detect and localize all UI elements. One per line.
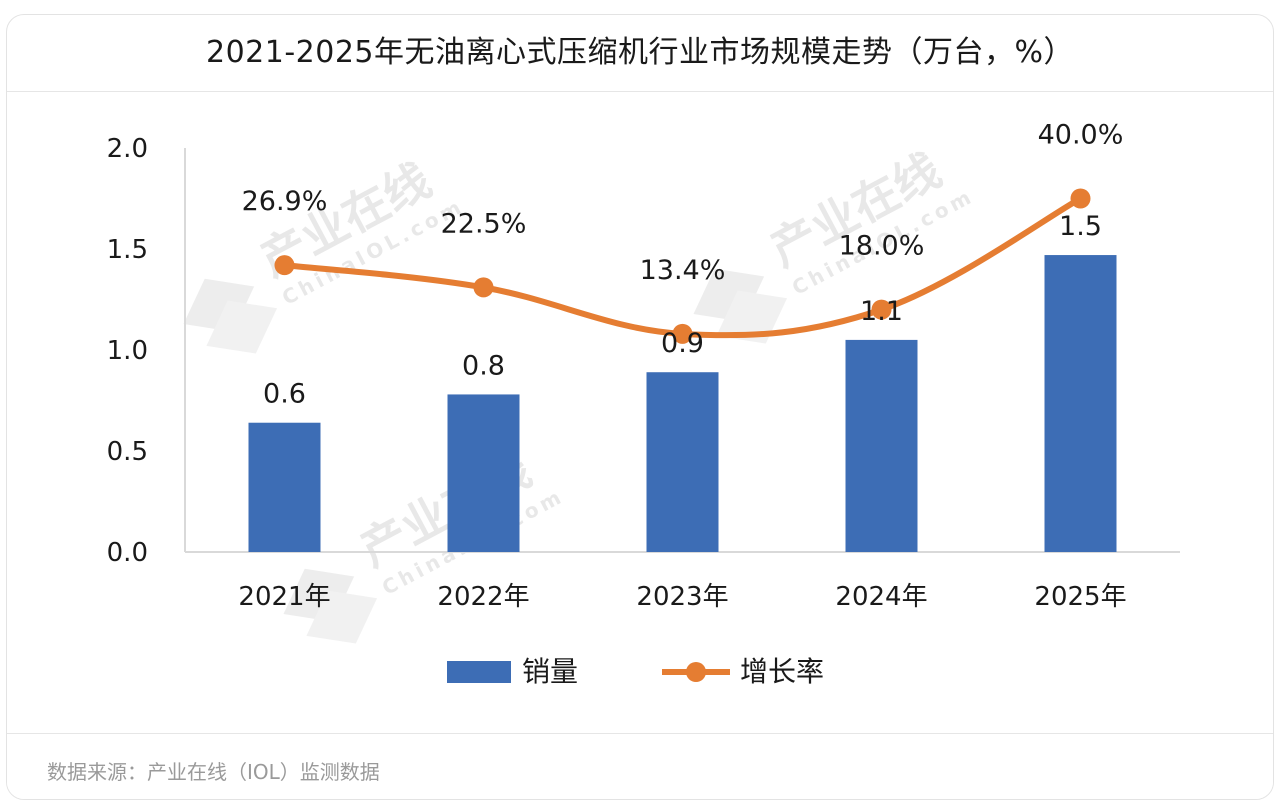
growth-point (274, 255, 295, 276)
y-tick-label: 1.0 (107, 336, 148, 366)
bar-value-label: 1.5 (1059, 211, 1102, 242)
legend-bar-label: 销量 (522, 655, 578, 688)
growth-line (274, 188, 1091, 344)
bar (646, 372, 719, 552)
y-tick-label: 1.5 (107, 235, 148, 265)
growth-point (672, 323, 693, 344)
bar (248, 422, 321, 552)
growth-point (1070, 188, 1091, 209)
growth-value-label: 18.0% (839, 231, 925, 262)
x-tick-label: 2025年 (1034, 582, 1126, 612)
growth-point (871, 299, 892, 320)
legend-line-label: 增长率 (740, 655, 824, 688)
y-tick-label: 0.0 (107, 538, 148, 568)
bar-value-label: 0.8 (462, 350, 505, 381)
source-text: 数据来源：产业在线（IOL）监测数据 (47, 760, 380, 784)
chart-title: 2021-2025年无油离心式压缩机行业市场规模走势（万台，%） (7, 15, 1273, 92)
x-tick-label: 2022年 (437, 582, 529, 612)
legend-bar-swatch (447, 661, 511, 683)
watermark-logo-shape (716, 290, 788, 344)
growth-point (473, 277, 494, 298)
y-tick-label: 0.5 (107, 437, 148, 467)
bar-value-label: 0.6 (263, 379, 306, 410)
legend: 销量 增长率 (447, 655, 824, 688)
bar (1044, 255, 1117, 552)
legend-line-marker (686, 662, 706, 682)
watermark-logo-shape (306, 590, 378, 644)
watermark-logo-shape (206, 300, 278, 354)
growth-value-label: 13.4% (640, 255, 726, 286)
axes: 2.0 1.5 1.0 0.5 0.0 2021年 2022年 2023年 2024年 2025年 (107, 134, 1180, 612)
x-tick-label: 2023年 (636, 582, 728, 612)
y-tick-label: 2.0 (107, 134, 148, 164)
growth-value-label: 26.9% (242, 186, 328, 217)
source-footer: 数据来源：产业在线（IOL）监测数据 (7, 733, 1273, 799)
bar-value-label: 1.1 (860, 296, 903, 327)
data-labels: 0.6 0.8 0.9 1.1 1.5 26.9% 22.5% 13.4% 18.0% 40.0% (242, 120, 1124, 410)
x-tick-label: 2024年 (835, 582, 927, 612)
growth-value-label: 22.5% (441, 208, 527, 239)
growth-value-label: 40.0% (1038, 120, 1124, 151)
bar-value-label: 0.9 (661, 328, 704, 359)
bar (447, 394, 520, 552)
bars (248, 255, 1117, 552)
x-tick-label: 2021年 (238, 582, 330, 612)
bar (845, 339, 918, 552)
